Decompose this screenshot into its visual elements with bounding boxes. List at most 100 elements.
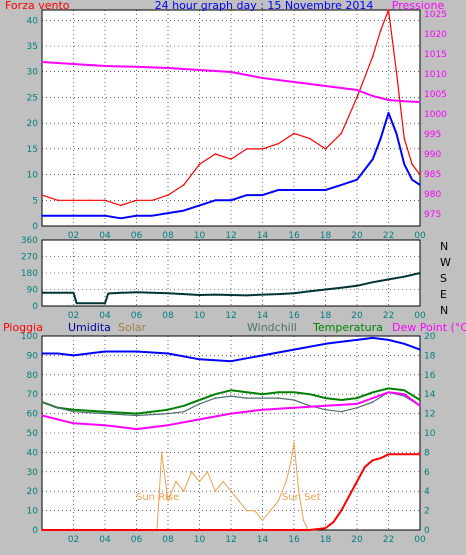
series-forza-vento-media-point xyxy=(309,189,311,191)
series-direzione-vento-point xyxy=(324,288,327,291)
series-pressione-point xyxy=(403,100,406,102)
series-pioggia-point xyxy=(309,529,311,531)
series-forza-vento-raffica-point xyxy=(411,163,413,166)
x-tick-label: 18 xyxy=(320,311,332,321)
y2-tick-label: 995 xyxy=(424,130,441,140)
series-direzione-vento-point xyxy=(41,292,43,294)
y-tick-label: 180 xyxy=(21,269,38,279)
series-windchill-point xyxy=(261,397,264,399)
series-forza-vento-media-point xyxy=(57,214,59,217)
sunset-annotation: Sun Set xyxy=(282,492,321,503)
x-tick-label: 04 xyxy=(99,311,111,321)
series-temperatura-point xyxy=(387,387,390,390)
x-tick-label: 04 xyxy=(99,535,111,545)
series-pioggia-point xyxy=(403,453,406,456)
series-direzione-vento xyxy=(42,272,421,305)
series-windchill-point xyxy=(214,397,217,399)
series-direzione-vento-point xyxy=(246,294,248,297)
series-dew-point-point xyxy=(41,414,43,417)
series-forza-vento-raffica-point xyxy=(246,148,248,150)
series-direzione-vento-point xyxy=(120,292,122,294)
y2-tick-label: 12 xyxy=(424,410,435,420)
series-forza-vento-raffica-point xyxy=(151,199,154,202)
series-forza-vento-raffica-point xyxy=(340,132,343,135)
series-dew-point-point xyxy=(324,405,327,407)
direction-label-n-top: N xyxy=(440,240,448,253)
tick-labels: 02 04 06 08 10 12 14 16 18 20 22 000510152025303540… xyxy=(21,10,447,545)
legend-temperatura: Temperatura xyxy=(312,321,383,334)
series-direzione-vento-point xyxy=(340,286,343,289)
y2-tick-label: 8 xyxy=(424,448,430,458)
series-forza-vento-media-point xyxy=(183,209,185,212)
y-tick-label: 50 xyxy=(27,429,39,439)
x-tick-label: 16 xyxy=(288,535,300,545)
series-direzione-vento-point xyxy=(214,293,217,296)
series-forza-vento-raffica-point xyxy=(214,153,217,155)
series-pressione-point xyxy=(324,85,327,87)
series-direzione-vento-point xyxy=(183,293,185,295)
series-pioggia-point xyxy=(340,509,343,512)
y2-tick-label: 975 xyxy=(424,210,441,220)
series-dew-point-point xyxy=(230,412,232,415)
y2-tick-label: 1015 xyxy=(424,50,447,60)
x-tick-label: 02 xyxy=(68,535,79,545)
series-umidita-point xyxy=(387,339,390,341)
y2-tick-label: 1025 xyxy=(424,10,447,20)
series-forza-vento-raffica-point xyxy=(293,132,295,135)
series-solar-point xyxy=(285,480,287,483)
direction-label-w: W xyxy=(440,256,451,269)
x-tick-label: 12 xyxy=(225,535,236,545)
series-windchill-point xyxy=(183,410,185,413)
series-solar-point xyxy=(269,509,272,512)
y-tick-label: 35 xyxy=(27,42,38,52)
y2-tick-label: 2 xyxy=(424,507,430,517)
y2-tick-label: 1010 xyxy=(424,70,447,80)
series-umidita-point xyxy=(72,354,75,357)
series-windchill-point xyxy=(57,407,59,409)
series-dew-point-point xyxy=(198,418,201,421)
series-direzione-vento-point xyxy=(75,302,78,305)
x-tick-label: 10 xyxy=(194,311,206,321)
x-tick-label: 14 xyxy=(257,231,269,241)
series-pressione-point xyxy=(104,65,106,67)
series-forza-vento-raffica-point xyxy=(379,29,382,32)
y-tick-label: 60 xyxy=(27,410,39,420)
series-pressione-point xyxy=(72,63,75,65)
direction-label-s: S xyxy=(440,272,447,285)
y-tick-label: 20 xyxy=(27,119,39,129)
series-forza-vento-raffica-point xyxy=(261,148,264,150)
series-forza-vento-media xyxy=(42,111,421,220)
series-direzione-vento-point xyxy=(230,294,232,296)
series-temperatura-point xyxy=(356,397,358,399)
series-dew-point-point xyxy=(167,424,169,427)
series-temperatura-point xyxy=(372,391,374,394)
series-forza-vento-media-point xyxy=(246,194,248,196)
y-tick-label: 40 xyxy=(27,16,39,26)
series-direzione-vento-point xyxy=(372,281,374,284)
y2-tick-label: 16 xyxy=(424,371,436,381)
series-solar-point xyxy=(198,480,201,483)
x-tick-label: 12 xyxy=(225,311,236,321)
legend-pioggia: Pioggia xyxy=(3,321,43,334)
chart-title: 24 hour graph day : 15 Novembre 2014 xyxy=(155,0,374,12)
y2-tick-label: 985 xyxy=(424,170,441,180)
series-windchill-point xyxy=(104,412,106,415)
y-tick-label: 20 xyxy=(27,487,39,497)
y2-tick-label: 18 xyxy=(424,351,436,361)
y-tick-label: 100 xyxy=(21,332,38,342)
series-dew-point-point xyxy=(356,403,358,405)
series-windchill-point xyxy=(246,397,248,399)
series-umidita-point xyxy=(167,352,169,355)
series-pressione-point xyxy=(41,61,43,63)
x-tick-label: 22 xyxy=(383,535,394,545)
series-forza-vento-media-point xyxy=(214,199,217,202)
series-direzione-vento-point xyxy=(387,278,390,281)
series-dew-point-point xyxy=(135,428,138,430)
series-windchill-point xyxy=(135,414,138,417)
series-temperatura-point xyxy=(72,408,75,411)
direction-label-n-bottom: N xyxy=(440,304,448,317)
series-solar-point xyxy=(293,441,295,444)
series-direzione-vento-point xyxy=(167,292,169,295)
x-tick-label: 16 xyxy=(288,311,300,321)
